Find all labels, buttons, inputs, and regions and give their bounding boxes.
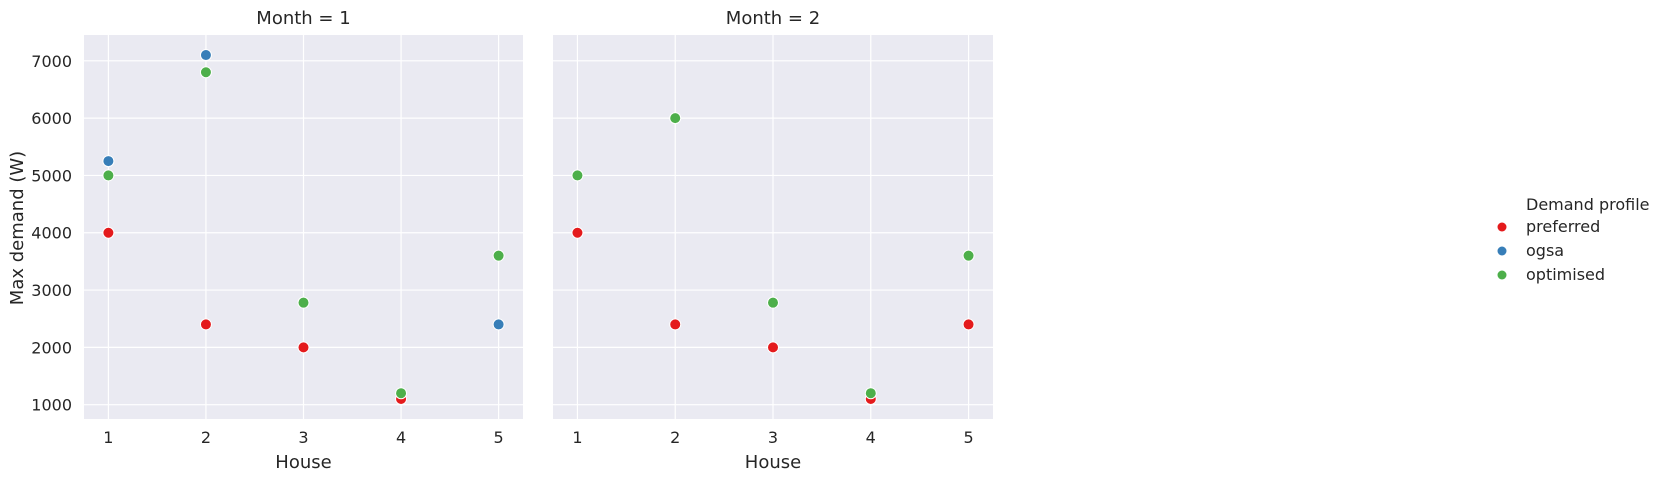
panel-title: Month = 2 (726, 8, 820, 29)
data-point-preferred (199, 318, 212, 331)
panels: Month = 1 1 2 3 4 5 House 1000 2000 3000 4000 5000 6… (31, 8, 993, 473)
x-tick-label: 4 (396, 428, 406, 447)
legend-items: preferred ogsa optimised (1497, 217, 1605, 284)
y-axis-label: Max demand (W) (7, 151, 28, 305)
legend-marker-preferred (1497, 222, 1507, 232)
data-point-preferred (767, 341, 779, 354)
legend-label-preferred: preferred (1526, 217, 1600, 236)
x-axis-label: House (745, 452, 801, 473)
legend-title: Demand profile (1526, 195, 1649, 214)
legend: Demand profile preferred ogsa optimised (1497, 195, 1649, 284)
data-point-optimised (395, 387, 408, 400)
panel-title: Month = 1 (256, 8, 350, 29)
x-tick-label: 5 (963, 428, 973, 447)
data-point-preferred (102, 226, 115, 239)
x-tick-label: 2 (670, 428, 680, 447)
data-point-optimised (864, 387, 877, 400)
data-point-preferred (669, 318, 682, 331)
data-point-preferred (297, 341, 310, 354)
data-point-optimised (492, 249, 505, 262)
y-tick-label: 5000 (31, 166, 72, 185)
x-tick-label: 4 (866, 428, 876, 447)
x-axis-label: House (275, 452, 331, 473)
y-tick-label: 2000 (31, 338, 72, 357)
data-point-preferred (962, 318, 975, 331)
x-tick-label: 1 (572, 428, 582, 447)
y-tick-label: 1000 (31, 396, 72, 415)
data-point-optimised (102, 169, 115, 182)
data-point-ogsa (492, 318, 505, 331)
panel-month-2: Month = 2 1 2 3 4 5 House (553, 8, 993, 473)
data-point-ogsa (102, 155, 115, 168)
x-tick-label: 1 (103, 428, 113, 447)
data-point-ogsa (199, 49, 212, 62)
panel-month-1: Month = 1 1 2 3 4 5 House 1000 2000 3000 4000 5000 6… (31, 8, 523, 473)
x-tick-label: 5 (494, 428, 504, 447)
x-tick-label: 2 (201, 428, 211, 447)
data-point-optimised (669, 112, 682, 125)
y-tick-label: 7000 (31, 52, 72, 71)
legend-marker-ogsa (1497, 246, 1507, 256)
y-tick-label: 3000 (31, 281, 72, 300)
data-point-optimised (767, 296, 779, 309)
x-tick-label: 3 (298, 428, 308, 447)
data-point-optimised (571, 169, 584, 182)
y-tick-label: 4000 (31, 224, 72, 243)
legend-label-ogsa: ogsa (1526, 241, 1564, 260)
data-point-optimised (962, 249, 975, 262)
legend-marker-optimised (1497, 270, 1507, 280)
x-tick-label: 3 (768, 428, 778, 447)
data-point-preferred (571, 226, 584, 239)
data-point-optimised (199, 66, 212, 79)
y-tick-label: 6000 (31, 109, 72, 128)
data-point-optimised (297, 296, 310, 309)
legend-label-optimised: optimised (1526, 265, 1605, 284)
